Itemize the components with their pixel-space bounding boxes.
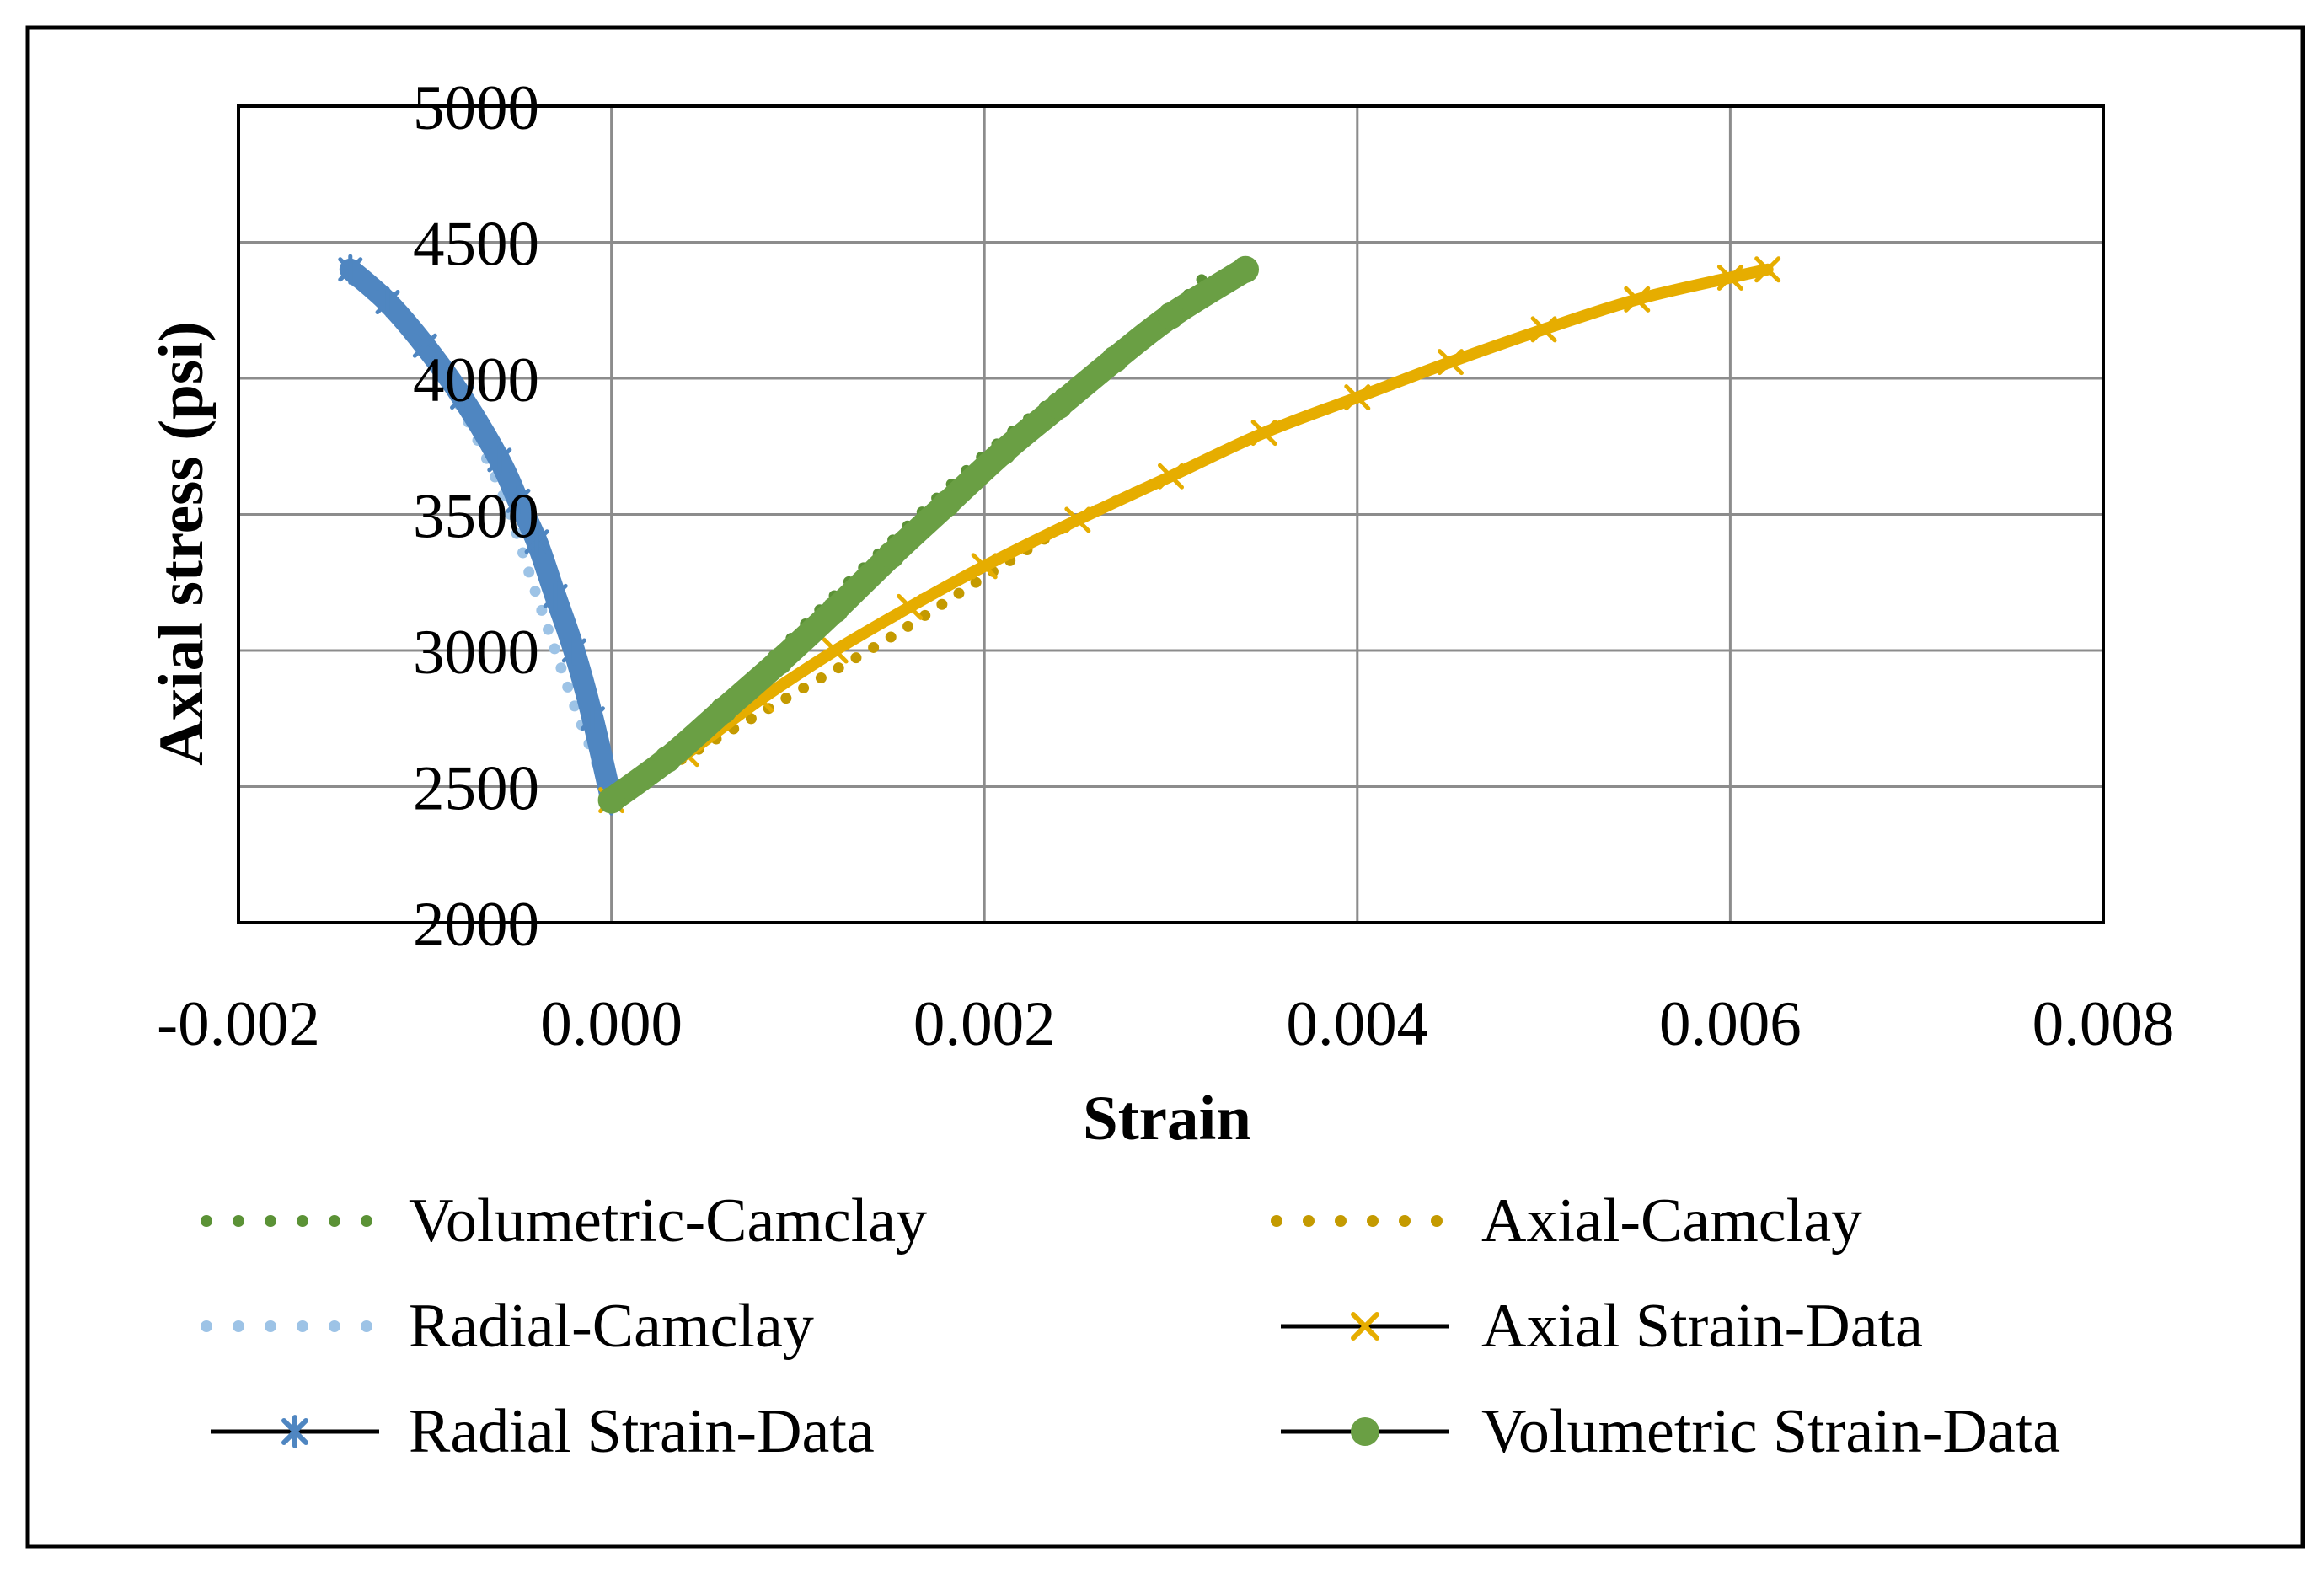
data-point [1101, 345, 1129, 373]
data-point [375, 286, 400, 318]
data-point [338, 254, 363, 285]
y-tick-label: 3000 [413, 618, 539, 688]
data-point [1344, 384, 1371, 411]
y-tick-label: 4000 [413, 345, 539, 415]
data-point [1158, 463, 1184, 490]
legend-label-radial-camclay: Radial-Camclay [409, 1292, 814, 1361]
legend-label-volumetric-strain-data: Volumetric Strain-Data [1481, 1397, 2060, 1466]
data-point [1624, 286, 1651, 313]
data-point [653, 746, 681, 774]
data-point [1157, 302, 1185, 329]
y-tick-labels: 2000 2500 3000 3500 4000 4500 5000 [413, 73, 539, 960]
y-tick-label: 5000 [413, 73, 539, 143]
data-point [933, 490, 961, 517]
data-point [580, 703, 605, 734]
data-point [1437, 349, 1464, 376]
x-axis-title: Strain [1083, 1084, 1251, 1154]
data-point [450, 382, 475, 413]
legend-marker [1351, 1417, 1379, 1446]
legend-item-axial-strain-data: Axial Strain-Data [1281, 1292, 1923, 1361]
plot-border [237, 104, 2105, 924]
data-point [412, 330, 437, 361]
legend-item-radial-strain-data: Radial Strain-Data [211, 1397, 875, 1466]
legend-item-volumetric-strain-data: Volumetric Strain-Data [1281, 1397, 2060, 1466]
legend-item-axial-camclay: Axial-Camclay [1271, 1186, 1862, 1255]
data-point [1045, 392, 1073, 420]
y-tick-label: 4500 [413, 210, 539, 280]
legend-item-radial-camclay: Radial-Camclay [201, 1292, 814, 1361]
data-point [561, 634, 586, 667]
data-point [1530, 316, 1557, 343]
x-tick-label: 0.002 [913, 989, 1056, 1059]
data-point [506, 485, 531, 517]
legend-item-volumetric-camclay: Volumetric-Camclay [201, 1186, 927, 1255]
y-tick-label: 2000 [413, 890, 539, 960]
data-point [822, 596, 849, 624]
data-point [897, 593, 924, 620]
data-point [989, 438, 1017, 466]
data-point [971, 553, 998, 580]
data-point [877, 541, 905, 569]
legend-label-volumetric-camclay: Volumetric-Camclay [409, 1186, 927, 1255]
y-tick-label: 3500 [413, 482, 539, 552]
data-point [597, 786, 625, 814]
legend: Volumetric-Camclay Axial-Camclay Radial-… [201, 1186, 2060, 1466]
y-axis-title: Axial stress (psi) [147, 321, 217, 766]
y-tick-label: 2500 [413, 754, 539, 824]
data-point [765, 647, 793, 675]
legend-marker [281, 1415, 308, 1448]
data-point [487, 444, 512, 475]
data-point [1064, 506, 1091, 533]
x-tick-label: -0.002 [157, 989, 320, 1059]
plot-area [237, 104, 2105, 924]
data-point [524, 526, 549, 557]
series-radial-strain-data [338, 254, 624, 816]
legend-marker [1351, 1312, 1379, 1341]
data-point [1716, 264, 1743, 291]
legend-swatch-radial-strain-data [211, 1415, 379, 1448]
x-tick-label: 0.004 [1286, 989, 1428, 1059]
series-layer [338, 254, 1781, 816]
legend-label-axial-strain-data: Axial Strain-Data [1481, 1292, 1923, 1361]
legend-swatch-volumetric-strain-data [1281, 1417, 1449, 1446]
data-point [543, 581, 568, 612]
x-tick-labels: -0.002 0.000 0.002 0.004 0.006 0.008 [157, 989, 2174, 1059]
x-tick-label: 0.008 [2032, 989, 2175, 1059]
data-point [1754, 256, 1781, 283]
legend-label-axial-camclay: Axial-Camclay [1481, 1186, 1862, 1255]
series-axial-strain-data [598, 256, 1781, 814]
data-point [1232, 255, 1260, 283]
legend-label-radial-strain-data: Radial Strain-Data [409, 1397, 875, 1466]
data-point [822, 637, 849, 664]
x-tick-label: 0.006 [1659, 989, 1802, 1059]
legend-swatch-axial-strain-data [1281, 1312, 1449, 1341]
data-point [1250, 420, 1277, 447]
series-band [605, 263, 1774, 806]
x-tick-label: 0.000 [540, 989, 683, 1059]
series-volumetric-strain-data [597, 255, 1260, 814]
data-point [710, 697, 737, 725]
